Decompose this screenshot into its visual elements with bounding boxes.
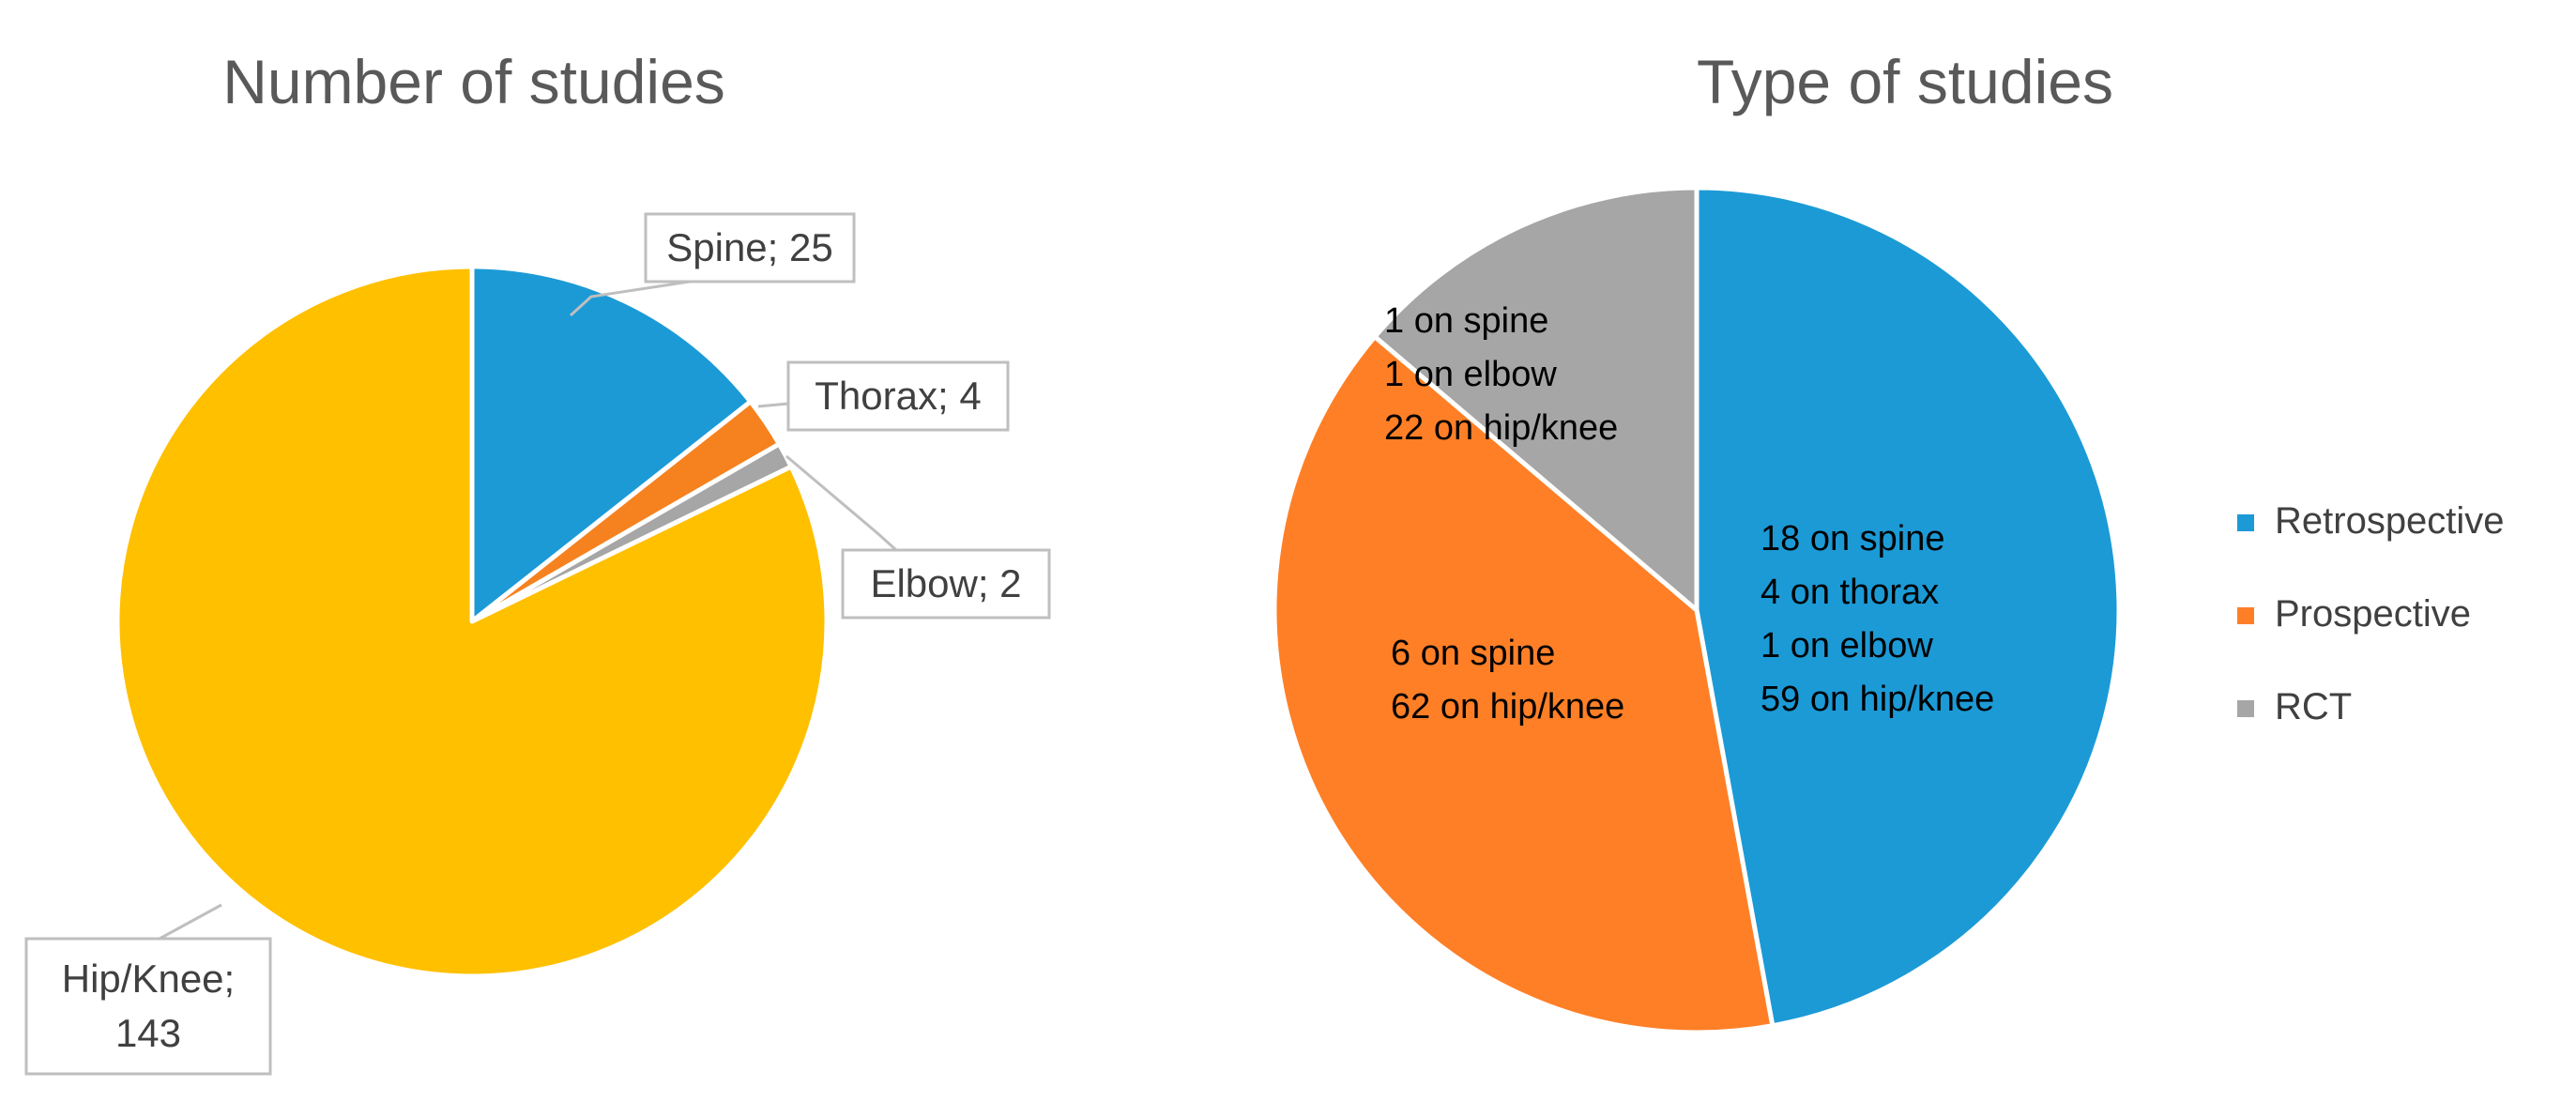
pie-slice-prospective	[1272, 334, 1776, 1035]
legend-label-retrospective: Retrospective	[2275, 500, 2505, 542]
callout-label-hip-knee: Hip/Knee;	[62, 957, 235, 1001]
pie-slice-retrospective	[1694, 185, 2122, 1029]
callout-box-elbow	[841, 548, 1051, 620]
slice-label-retrospective: 4 on thorax	[1761, 573, 1939, 612]
callout-label-spine: Spine; 25	[666, 225, 832, 269]
right-chart-title: Type of studies	[1697, 47, 2113, 116]
slice-label-retrospective: 59 on hip/knee	[1761, 680, 1994, 719]
legend: Retrospective Prospective RCT	[2237, 500, 2505, 727]
callout-leader-spine	[569, 280, 691, 317]
callout-box-thorax	[786, 360, 1010, 432]
slice-label-rct: 1 on elbow	[1384, 355, 1557, 394]
legend-label-prospective: Prospective	[2275, 593, 2471, 635]
callout-leader-hip-knee	[159, 903, 222, 941]
slice-label-retrospective: 18 on spine	[1761, 519, 1945, 559]
pie-slice-rct	[1372, 185, 1700, 613]
callout-label-elbow: Elbow; 2	[870, 561, 1021, 605]
left-chart-title: Number of studies	[222, 47, 725, 116]
legend-swatch-prospective	[2237, 607, 2254, 624]
callout-leader-thorax	[757, 402, 789, 408]
callout-label-hip-knee: 143	[115, 1011, 181, 1055]
slice-label-rct: 22 on hip/knee	[1384, 408, 1618, 448]
number-of-studies-pie	[114, 264, 830, 979]
slice-label-prospective: 6 on spine	[1391, 634, 1555, 673]
type-of-studies-pie	[1272, 185, 2122, 1035]
slice-label-rct: 1 on spine	[1384, 301, 1548, 341]
number-of-studies-callouts: Spine; 25 Thorax; 4 Elbow; 2 Hip/Knee; 143	[24, 212, 1051, 1076]
legend-label-rct: RCT	[2275, 686, 2352, 727]
callout-box-spine	[644, 212, 856, 283]
pie-slice-spine	[469, 264, 754, 624]
slice-label-prospective: 62 on hip/knee	[1391, 687, 1624, 727]
legend-swatch-retrospective	[2237, 514, 2254, 531]
callout-box-hip-knee	[24, 937, 272, 1076]
pie-slice-hip-knee	[114, 264, 830, 979]
legend-swatch-rct	[2237, 700, 2254, 717]
callout-leader-elbow	[785, 454, 898, 552]
type-of-studies-labels: 18 on spine 4 on thorax 1 on elbow 59 on hi…	[1384, 301, 1994, 727]
callout-label-thorax: Thorax; 4	[815, 374, 981, 418]
slice-label-retrospective: 1 on elbow	[1761, 626, 1933, 666]
